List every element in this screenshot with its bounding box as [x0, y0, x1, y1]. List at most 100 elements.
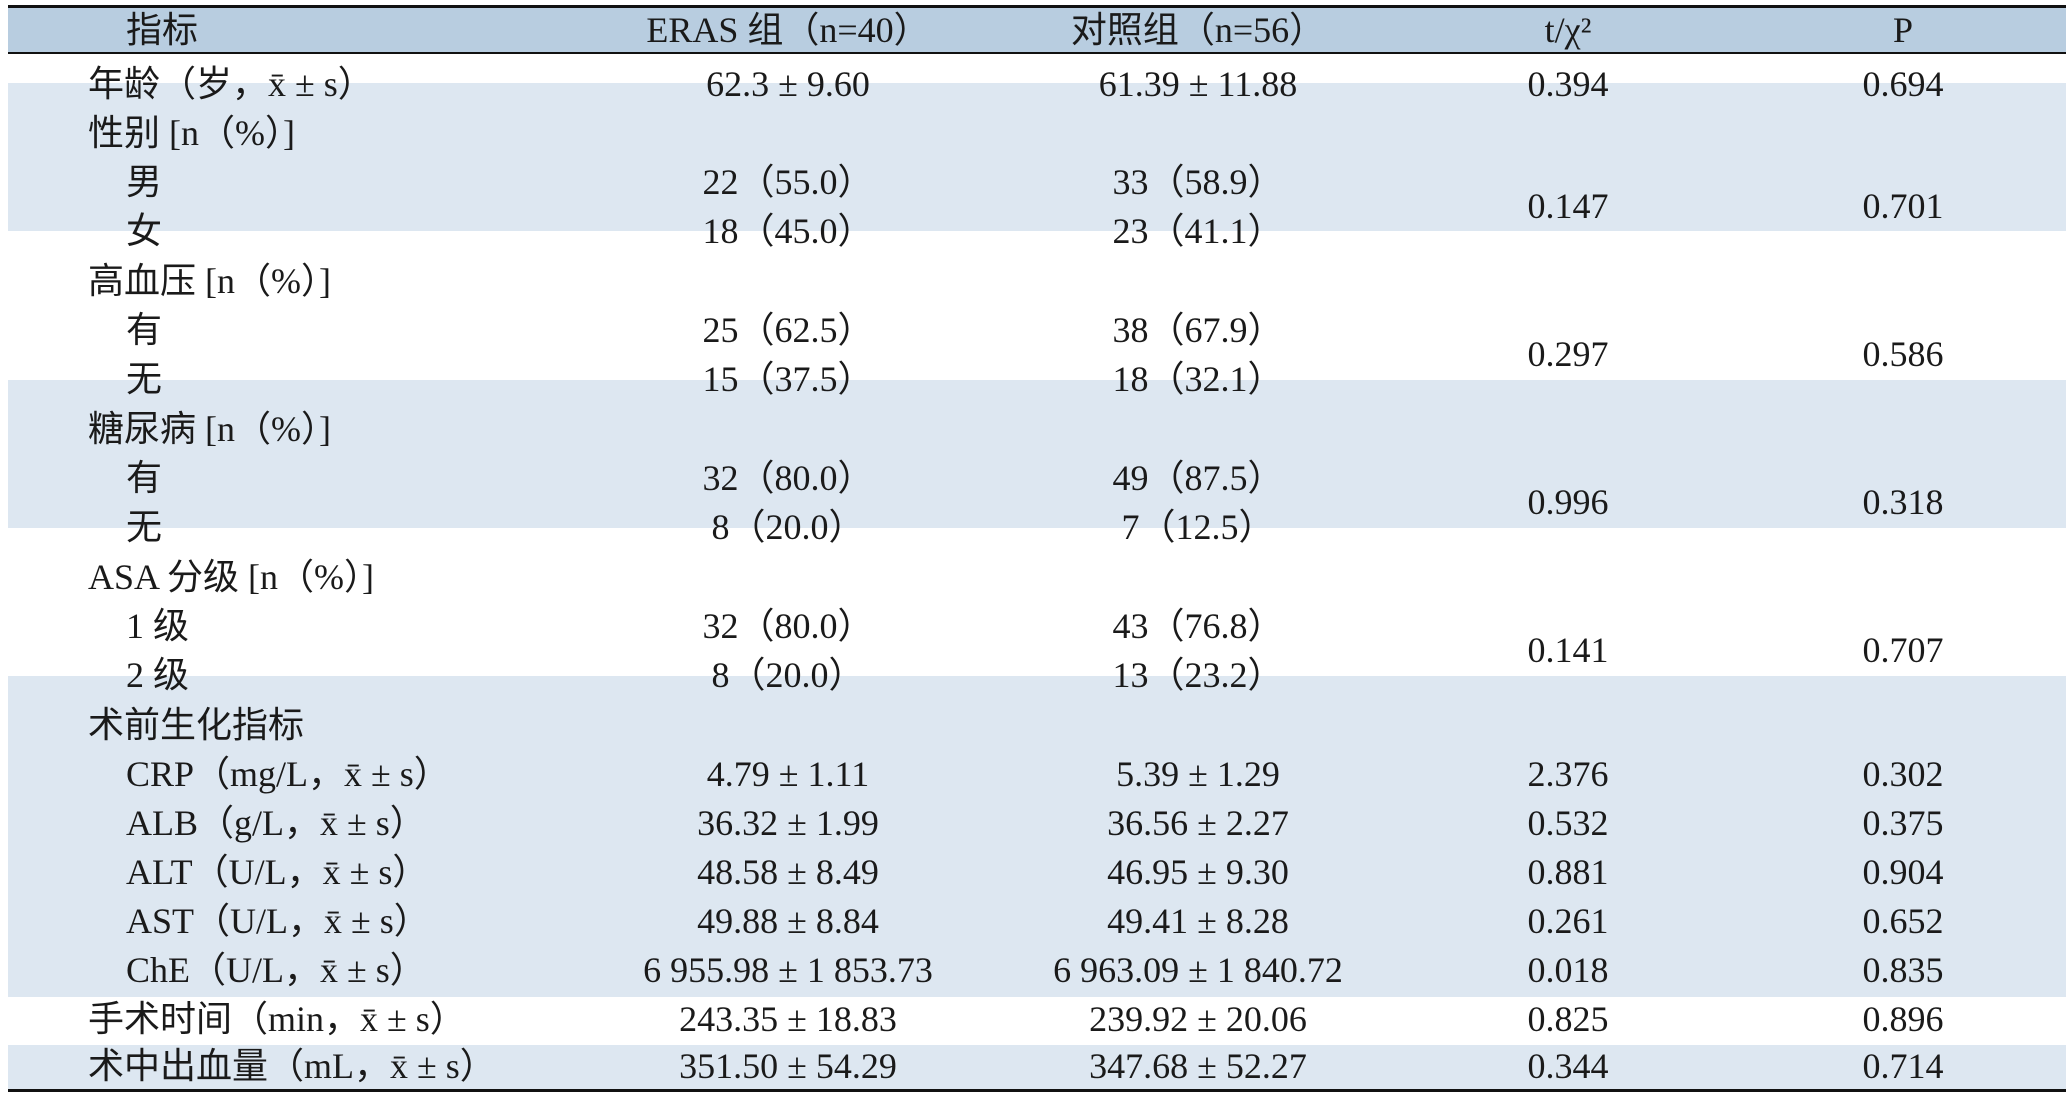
eras-value: 4.79 ± 1.11 [706, 754, 870, 794]
p-value: 0.586 [1862, 334, 1944, 374]
t-value: 0.344 [1527, 1046, 1609, 1086]
control-value: 33（58.9） [1112, 162, 1284, 202]
t-value: 0.881 [1527, 852, 1609, 892]
p-value: 0.302 [1862, 754, 1944, 794]
row-label: ALB（g/L，x̄ ± s） [126, 803, 426, 843]
table-row: ASA 分级 [n（%）] [8, 553, 2066, 602]
control-value: 23（41.1） [1112, 211, 1284, 251]
eras-value: 8（20.0） [711, 655, 865, 695]
t-value: 2.376 [1527, 754, 1609, 794]
row-label: ASA 分级 [n（%）] [88, 557, 374, 597]
table-row: 年龄（岁，x̄ ± s） 62.3 ± 9.60 61.39 ± 11.88 0… [8, 60, 2066, 109]
band-diabetes [8, 380, 2066, 528]
control-value: 13（23.2） [1112, 655, 1284, 695]
eras-value: 243.35 ± 18.83 [679, 999, 897, 1039]
control-value: 6 963.09 ± 1 840.72 [1053, 950, 1343, 990]
control-value: 49.41 ± 8.28 [1107, 901, 1289, 941]
t-value: 0.532 [1527, 803, 1609, 843]
p-value: 0.701 [1862, 186, 1944, 226]
control-value: 239.92 ± 20.06 [1089, 999, 1307, 1039]
eras-value: 6 955.98 ± 1 853.73 [643, 950, 933, 990]
eras-value: 15（37.5） [702, 359, 874, 399]
t-value: 0.018 [1527, 950, 1609, 990]
header-control: 对照组（n=56） [1070, 10, 1326, 50]
row-label: 1 级 [126, 606, 190, 646]
table-row: 女 18（45.0） 23（41.1） [8, 207, 2066, 256]
control-value: 49（87.5） [1112, 458, 1284, 498]
band-sex [8, 83, 2066, 231]
p-value: 0.318 [1862, 482, 1944, 522]
t-value: 0.394 [1527, 64, 1609, 104]
table-row: 高血压 [n（%）] [8, 257, 2066, 306]
control-value: 18（32.1） [1112, 359, 1284, 399]
header-row: 指标 ERAS 组（n=40） 对照组（n=56） t/χ² P [8, 8, 2066, 52]
row-label: 年龄（岁，x̄ ± s） [88, 64, 374, 104]
eras-value: 351.50 ± 54.29 [679, 1046, 897, 1086]
eras-value: 18（45.0） [702, 211, 874, 251]
row-label: 糖尿病 [n（%）] [88, 409, 331, 449]
p-value: 0.652 [1862, 901, 1944, 941]
header-indicator: 指标 [126, 10, 199, 50]
row-label: 2 级 [126, 655, 190, 695]
t-value: 0.141 [1527, 630, 1609, 670]
table-row: 术中出血量（mL，x̄ ± s） 351.50 ± 54.29 347.68 ±… [8, 1042, 2066, 1091]
row-label: 术前生化指标 [88, 705, 305, 745]
row-label: 术中出血量（mL，x̄ ± s） [88, 1046, 496, 1086]
band-biochem [8, 676, 2066, 997]
header-t-chi: t/χ² [1544, 10, 1592, 50]
control-value: 43（76.8） [1112, 606, 1284, 646]
control-value: 347.68 ± 52.27 [1089, 1046, 1307, 1086]
table-row: 无 15（37.5） 18（32.1） [8, 355, 2066, 404]
p-value: 0.835 [1862, 950, 1944, 990]
t-value: 0.147 [1527, 186, 1609, 226]
p-value: 0.896 [1862, 999, 1944, 1039]
table-row: 有 32（80.0） 49（87.5） [8, 454, 2066, 503]
table-top-rule [8, 5, 2066, 8]
eras-value: 48.58 ± 8.49 [697, 852, 879, 892]
table-row: ChE（U/L，x̄ ± s） 6 955.98 ± 1 853.73 6 96… [8, 946, 2066, 995]
eras-value: 25（62.5） [702, 310, 874, 350]
table-row: 男 22（55.0） 33（58.9） [8, 158, 2066, 207]
t-value: 0.261 [1527, 901, 1609, 941]
row-label: 性别 [n（%）] [88, 113, 295, 153]
table-row: 有 25（62.5） 38（67.9） [8, 306, 2066, 355]
row-label: 有 [126, 310, 163, 350]
table-row: ALT（U/L，x̄ ± s） 48.58 ± 8.49 46.95 ± 9.3… [8, 848, 2066, 897]
table-header-rule [8, 52, 2066, 54]
table-row: AST（U/L，x̄ ± s） 49.88 ± 8.84 49.41 ± 8.2… [8, 897, 2066, 946]
t-value: 0.297 [1527, 334, 1609, 374]
row-label: 有 [126, 458, 163, 498]
eras-value: 8（20.0） [711, 507, 865, 547]
control-value: 61.39 ± 11.88 [1098, 64, 1298, 104]
table-header-background [8, 8, 2066, 52]
eras-value: 62.3 ± 9.60 [706, 64, 870, 104]
eras-value: 49.88 ± 8.84 [697, 901, 879, 941]
row-label: CRP（mg/L，x̄ ± s） [126, 754, 450, 794]
table-row: 无 8（20.0） 7（12.5） [8, 503, 2066, 552]
eras-value: 32（80.0） [702, 458, 874, 498]
row-label: ALT（U/L，x̄ ± s） [126, 852, 429, 892]
table-row: 2 级 8（20.0） 13（23.2） [8, 651, 2066, 700]
control-value: 46.95 ± 9.30 [1107, 852, 1289, 892]
table-row: ALB（g/L，x̄ ± s） 36.32 ± 1.99 36.56 ± 2.2… [8, 799, 2066, 848]
table-row: 性别 [n（%）] [8, 109, 2066, 158]
header-p: P [1892, 10, 1914, 50]
band-blood-loss [8, 1045, 2066, 1089]
row-label: 女 [126, 211, 163, 251]
row-label: 无 [126, 359, 163, 399]
eras-value: 32（80.0） [702, 606, 874, 646]
table-bottom-rule [8, 1089, 2066, 1092]
t-value: 0.825 [1527, 999, 1609, 1039]
table-row: CRP（mg/L，x̄ ± s） 4.79 ± 1.11 5.39 ± 1.29… [8, 750, 2066, 799]
row-label: 手术时间（min，x̄ ± s） [88, 999, 466, 1039]
table-row: 术前生化指标 [8, 701, 2066, 750]
table-row: 手术时间（min，x̄ ± s） 243.35 ± 18.83 239.92 ±… [8, 995, 2066, 1044]
row-label: 高血压 [n（%）] [88, 261, 331, 301]
row-label: 男 [126, 162, 163, 202]
p-value: 0.707 [1862, 630, 1944, 670]
table-row: 1 级 32（80.0） 43（76.8） [8, 602, 2066, 651]
row-label: 无 [126, 507, 163, 547]
header-eras: ERAS 组（n=40） [646, 10, 930, 50]
p-value: 0.904 [1862, 852, 1944, 892]
row-label: AST（U/L，x̄ ± s） [126, 901, 430, 941]
